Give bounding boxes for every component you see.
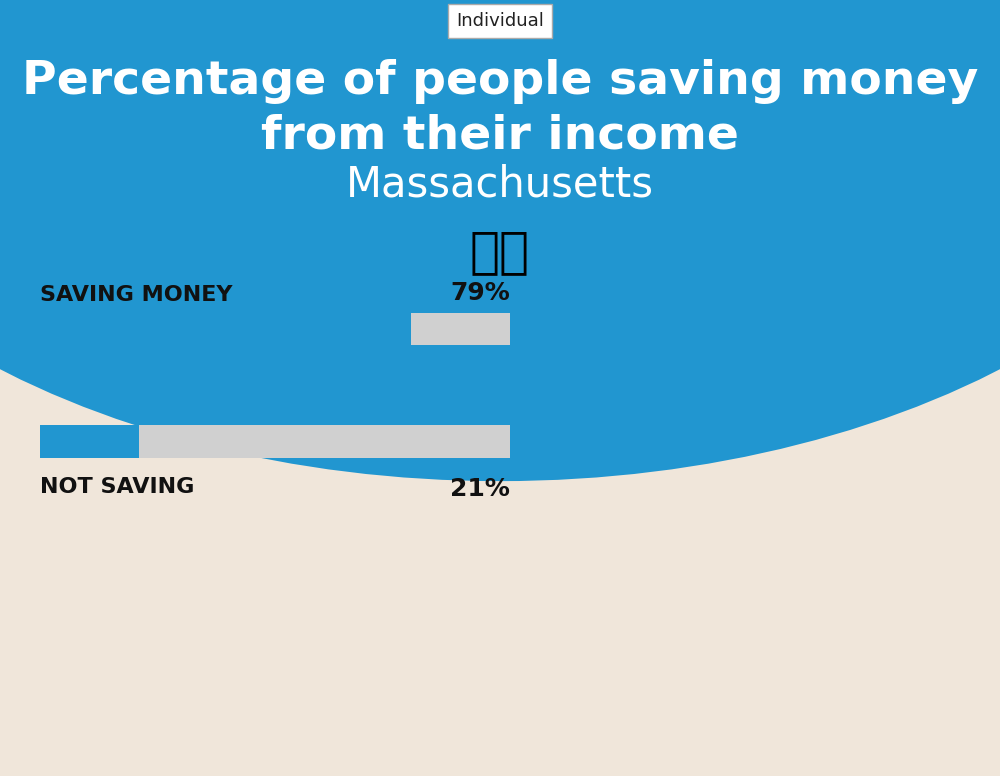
Bar	[40, 313, 510, 345]
Text: 🇺🇸: 🇺🇸	[470, 228, 530, 276]
Text: NOT SAVING: NOT SAVING	[40, 477, 194, 497]
Text: 79%: 79%	[450, 281, 510, 305]
Text: 21%: 21%	[450, 477, 510, 501]
Bar	[40, 425, 139, 458]
Bar	[40, 313, 411, 345]
Text: Individual: Individual	[456, 12, 544, 29]
Text: Massachusetts: Massachusetts	[346, 164, 654, 206]
Bar	[40, 425, 510, 458]
Ellipse shape	[0, 0, 1000, 481]
Text: from their income: from their income	[261, 113, 739, 158]
Text: Percentage of people saving money: Percentage of people saving money	[22, 59, 978, 104]
Text: SAVING MONEY: SAVING MONEY	[40, 285, 232, 305]
